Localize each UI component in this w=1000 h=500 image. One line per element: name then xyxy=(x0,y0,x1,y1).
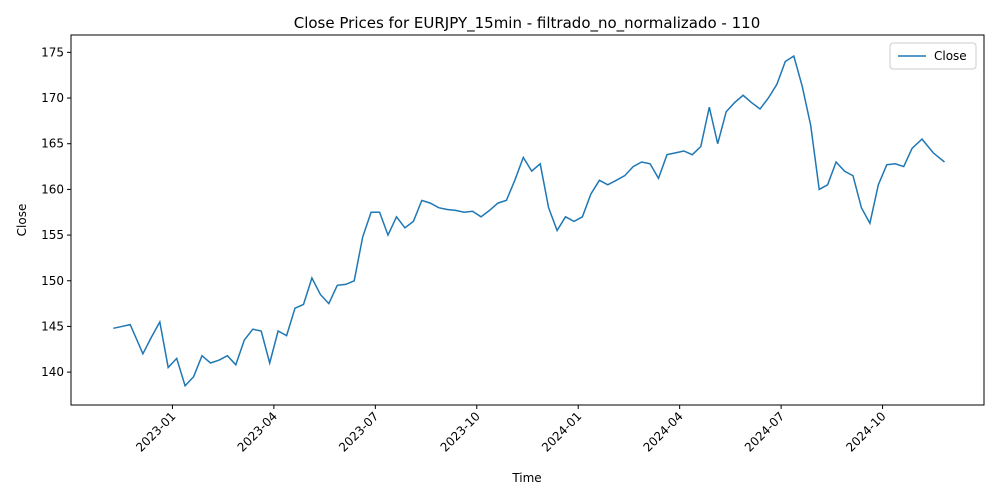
legend-label: Close xyxy=(934,49,967,63)
x-tick-label: 2023-07 xyxy=(336,409,381,454)
y-tick-label: 165 xyxy=(41,137,64,151)
x-axis-label: Time xyxy=(511,471,541,485)
y-tick-label: 155 xyxy=(41,228,64,242)
x-tick-label: 2024-04 xyxy=(640,409,685,454)
y-tick-label: 160 xyxy=(41,182,64,196)
x-tick-label: 2024-01 xyxy=(539,409,584,454)
x-tick-label: 2024-07 xyxy=(742,409,787,454)
line-series xyxy=(113,54,945,388)
y-tick-label: 145 xyxy=(41,319,64,333)
y-tick-label: 140 xyxy=(41,365,64,379)
y-tick-label: 150 xyxy=(41,274,64,288)
y-axis-label: Close xyxy=(15,204,29,237)
x-tick-label: 2023-10 xyxy=(438,409,483,454)
x-tick-label: 2023-01 xyxy=(133,409,178,454)
y-tick-label: 170 xyxy=(41,91,64,105)
x-tick-label: 2023-04 xyxy=(235,409,280,454)
legend-box xyxy=(889,42,977,70)
plot-frame xyxy=(70,34,985,406)
y-tick-label: 175 xyxy=(41,45,64,59)
chart-title: Close Prices for EURJPY_15min - filtrado… xyxy=(294,14,761,33)
x-tick-label: 2024-10 xyxy=(843,409,888,454)
